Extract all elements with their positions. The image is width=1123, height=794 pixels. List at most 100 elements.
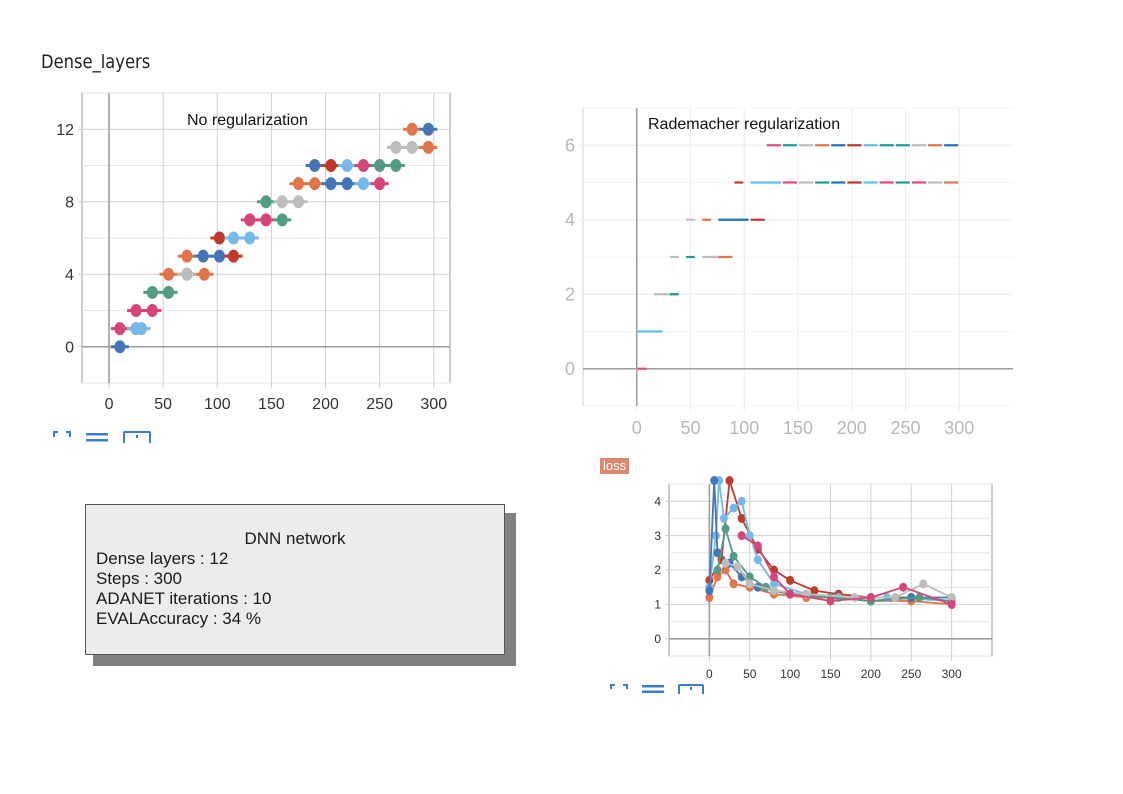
fit-domain-icon[interactable] xyxy=(123,431,151,443)
data-point xyxy=(745,531,754,541)
info-line-dense-layers: Dense layers : 12 xyxy=(96,549,229,568)
data-point xyxy=(721,565,730,575)
y-tick-label: 2 xyxy=(654,563,661,577)
x-tick-label: 300 xyxy=(944,418,974,438)
loss-tag: loss xyxy=(600,458,630,474)
data-point xyxy=(292,195,304,209)
data-point xyxy=(737,531,746,541)
data-point xyxy=(719,513,728,523)
data-point xyxy=(721,524,730,534)
data-point xyxy=(163,285,175,299)
data-point xyxy=(915,593,924,603)
data-point xyxy=(705,586,714,596)
x-tick-label: 0 xyxy=(632,418,642,438)
data-point xyxy=(753,555,762,565)
y-tick-label: 8 xyxy=(65,194,74,211)
data-point xyxy=(713,548,722,558)
data-point xyxy=(198,267,210,281)
data-table-icon[interactable] xyxy=(85,431,109,443)
data-point xyxy=(114,322,126,336)
x-tick-label: 200 xyxy=(837,418,867,438)
data-point xyxy=(260,213,272,227)
x-tick-label: 250 xyxy=(366,396,393,413)
x-tick-label: 100 xyxy=(780,667,800,681)
chart-toolbar-2 xyxy=(610,684,704,694)
data-point xyxy=(341,159,353,172)
y-tick-label: 3 xyxy=(654,529,661,543)
x-tick-label: 300 xyxy=(420,396,447,413)
y-tick-label: 0 xyxy=(65,339,74,356)
data-point xyxy=(947,593,956,603)
data-point xyxy=(374,177,386,191)
fit-domain-icon[interactable] xyxy=(678,684,704,694)
data-point xyxy=(406,140,418,154)
y-tick-label: 6 xyxy=(565,136,575,156)
data-point xyxy=(357,177,369,191)
data-point xyxy=(786,589,795,599)
x-tick-label: 300 xyxy=(942,667,962,681)
data-point xyxy=(163,267,175,281)
data-point xyxy=(213,249,225,263)
data-point xyxy=(850,593,859,603)
x-tick-label: 200 xyxy=(861,667,881,681)
x-tick-label: 100 xyxy=(204,396,231,413)
x-tick-label: 150 xyxy=(783,418,813,438)
data-point xyxy=(146,285,158,299)
y-tick-label: 4 xyxy=(65,267,74,284)
y-tick-label: 2 xyxy=(565,285,575,305)
y-tick-label: 12 xyxy=(56,122,74,139)
y-tick-label: 4 xyxy=(565,210,575,230)
x-tick-label: 0 xyxy=(706,667,713,681)
data-point xyxy=(866,593,875,603)
data-point xyxy=(292,177,304,191)
info-line-eval-accuracy: EVALAccuracy : 34 % xyxy=(96,609,262,628)
data-point xyxy=(341,177,353,191)
data-point xyxy=(213,231,225,245)
data-point xyxy=(721,558,730,568)
data-point xyxy=(826,596,835,606)
data-point xyxy=(422,122,434,136)
page-heading: Dense_layers xyxy=(41,51,151,73)
data-point xyxy=(919,579,928,589)
data-point xyxy=(729,579,738,589)
data-point xyxy=(406,122,418,136)
chart-toolbar-1 xyxy=(53,431,151,443)
x-tick-label: 250 xyxy=(890,418,920,438)
data-point xyxy=(769,586,778,596)
data-point xyxy=(390,159,402,172)
chart-rademacher-regularization: 0 2 4 6 0 50 100 150 200 250 300 Rademacher regular… xyxy=(565,107,1013,438)
y-tick-label: 1 xyxy=(654,598,661,612)
data-point xyxy=(745,572,754,582)
x-tick-label: 50 xyxy=(743,667,757,681)
data-point xyxy=(244,231,256,245)
fullscreen-icon[interactable] xyxy=(53,431,71,443)
fullscreen-icon[interactable] xyxy=(610,684,628,694)
data-point xyxy=(228,231,240,245)
data-point xyxy=(733,562,742,572)
x-tick-label: 150 xyxy=(820,667,840,681)
data-point xyxy=(729,503,738,513)
data-point xyxy=(114,340,126,354)
data-point xyxy=(260,195,272,209)
y-tick-label: 4 xyxy=(654,494,661,508)
data-point xyxy=(325,177,337,191)
data-point xyxy=(713,565,722,575)
data-point xyxy=(309,177,321,191)
y-tick-label: 0 xyxy=(565,359,575,379)
info-line-steps: Steps : 300 xyxy=(96,569,183,588)
data-point xyxy=(745,579,754,589)
data-point xyxy=(309,159,321,172)
data-point xyxy=(737,513,746,523)
x-tick-label: 0 xyxy=(105,396,114,413)
data-point xyxy=(899,582,908,592)
data-point xyxy=(357,159,369,172)
data-point xyxy=(130,304,142,317)
x-tick-label: 200 xyxy=(312,396,339,413)
data-point xyxy=(228,249,240,263)
data-point xyxy=(276,195,288,209)
data-table-icon[interactable] xyxy=(642,684,664,694)
data-point xyxy=(276,213,288,227)
x-tick-label: 250 xyxy=(901,667,921,681)
info-box-title: DNN network xyxy=(244,529,346,548)
x-tick-label: 100 xyxy=(729,418,759,438)
